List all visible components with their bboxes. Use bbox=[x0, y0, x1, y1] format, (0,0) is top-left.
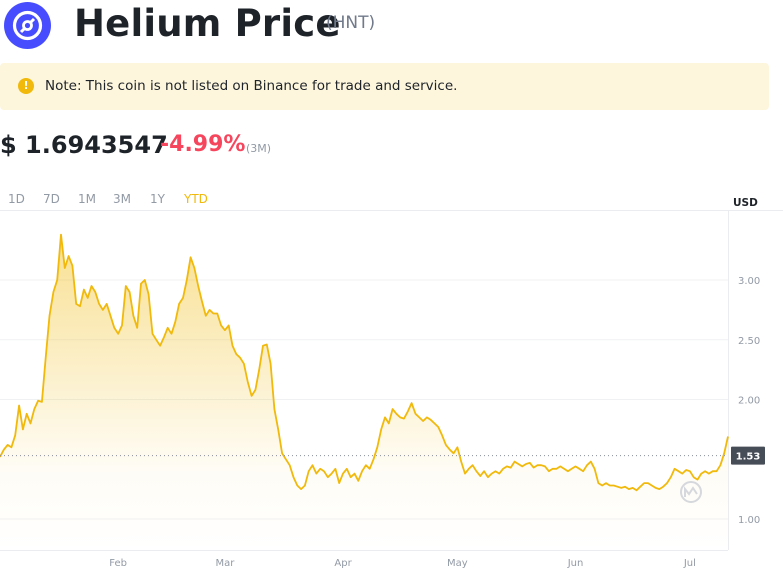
page-title: Helium Price bbox=[74, 2, 341, 45]
price-change: -4.99% bbox=[160, 132, 246, 157]
notice-banner: ! Note: This coin is not listed on Binan… bbox=[0, 63, 769, 110]
notice-text: Note: This coin is not listed on Binance… bbox=[45, 78, 458, 94]
x-tick-label: Apr bbox=[334, 558, 352, 569]
y-tick-label: 3.00 bbox=[738, 276, 760, 287]
price-line bbox=[0, 233, 729, 492]
current-value-badge bbox=[731, 446, 765, 465]
x-tick-label: Mar bbox=[215, 558, 235, 569]
x-tick-label: May bbox=[447, 558, 468, 569]
coin-ticker: (HNT) bbox=[326, 13, 376, 33]
range-tab-1m[interactable]: 1M bbox=[78, 192, 96, 206]
x-tick-label: Jun bbox=[567, 558, 584, 569]
price-chart[interactable]: 3.00 2.50 2.00 1.00 Feb Mar Apr May Jun Jul 1.53 bbox=[0, 210, 783, 575]
range-tab-ytd[interactable]: YTD bbox=[184, 192, 208, 206]
y-tick-label: 2.50 bbox=[738, 336, 760, 347]
x-tick-label: Feb bbox=[109, 558, 127, 569]
change-period: (3M) bbox=[246, 142, 272, 155]
y-tick-label: 2.00 bbox=[738, 396, 760, 407]
range-tab-3m[interactable]: 3M bbox=[113, 192, 131, 206]
range-tab-7d[interactable]: 7D bbox=[43, 192, 60, 206]
warning-icon: ! bbox=[18, 78, 34, 94]
current-price: $ 1.6943547 bbox=[0, 131, 168, 159]
helium-logo-icon bbox=[4, 2, 51, 49]
coinmarketcap-watermark-icon bbox=[680, 481, 702, 503]
page-header: Helium Price (HNT) bbox=[0, 0, 783, 52]
x-tick-label: Jul bbox=[683, 558, 696, 569]
range-tab-1d[interactable]: 1D bbox=[8, 192, 25, 206]
y-tick-label: 1.00 bbox=[738, 515, 760, 526]
currency-label: USD bbox=[733, 197, 758, 209]
range-tab-1y[interactable]: 1Y bbox=[150, 192, 165, 206]
current-value-label: 1.53 bbox=[736, 452, 761, 463]
price-area-fill bbox=[0, 234, 728, 550]
